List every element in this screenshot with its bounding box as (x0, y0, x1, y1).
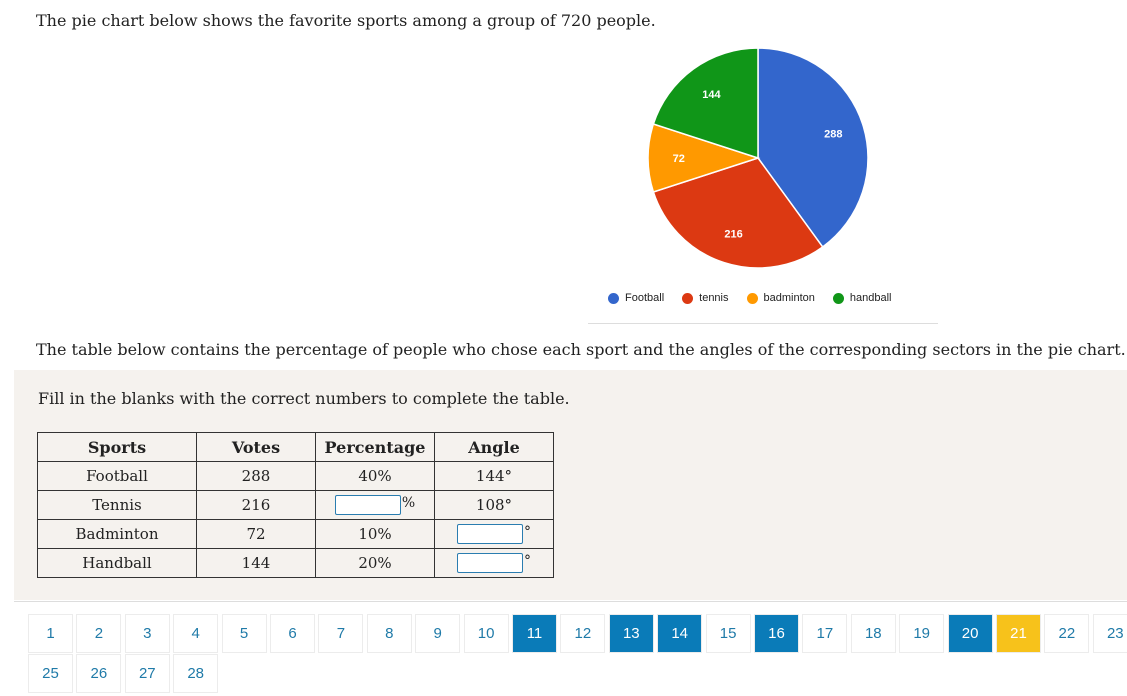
pie-label-football: 288 (824, 129, 842, 141)
percent-suffix: % (401, 495, 416, 511)
pie-chart: 288 216 72 144 (647, 47, 869, 269)
page-button-12[interactable]: 12 (560, 614, 606, 653)
page-button-27[interactable]: 27 (124, 654, 170, 693)
pie-slice-handball (652, 47, 759, 160)
chart-divider (588, 323, 938, 324)
pie-slice-football (757, 47, 869, 249)
header-percentage: Percentage (315, 432, 435, 462)
legend-item-tennis: tennis (682, 292, 729, 304)
page-button-13[interactable]: 13 (608, 614, 654, 653)
cell-percentage: 20% (315, 548, 435, 578)
table-header-row: Sports Votes Percentage Angle (37, 432, 554, 462)
page-button-8[interactable]: 8 (366, 614, 412, 653)
legend-label-handball: handball (849, 292, 892, 304)
cell-votes: 216 (196, 490, 316, 520)
table-intro-text: The table below contains the percentage … (36, 340, 1126, 359)
chart-legend: Football tennis badminton handball (608, 292, 891, 304)
table-row: Handball 144 20% ° (37, 548, 554, 578)
degree-suffix: ° (524, 553, 531, 569)
legend-item-football: Football (608, 292, 664, 304)
legend-dot-football (608, 292, 619, 304)
tennis-percentage-input[interactable] (334, 495, 401, 515)
legend-item-badminton: badminton (746, 292, 815, 304)
cell-angle: ° (434, 519, 554, 549)
handball-angle-input[interactable] (457, 553, 523, 573)
pie-label-badminton: 72 (673, 153, 685, 165)
page-button-26[interactable]: 26 (76, 654, 122, 693)
cell-angle: 144° (434, 461, 554, 491)
page-button-5[interactable]: 5 (221, 614, 267, 653)
page-button-18[interactable]: 18 (850, 614, 896, 653)
page-button-9[interactable]: 9 (415, 614, 461, 653)
page-button-19[interactable]: 19 (899, 614, 945, 653)
cell-votes: 72 (196, 519, 316, 549)
cell-percentage: % (315, 490, 435, 520)
cell-angle: 108° (434, 490, 554, 520)
page-button-15[interactable]: 15 (705, 614, 751, 653)
intro-text: The pie chart below shows the favorite s… (36, 11, 656, 30)
legend-label-football: Football (625, 292, 665, 304)
badminton-angle-input[interactable] (457, 524, 523, 544)
page-button-20[interactable]: 20 (947, 614, 993, 653)
legend-label-tennis: tennis (699, 292, 729, 304)
cell-sport: Football (37, 461, 197, 491)
question-panel: Fill in the blanks with the correct numb… (14, 370, 1127, 600)
table-row: Tennis 216 % 108° (37, 490, 554, 520)
cell-sport: Tennis (37, 490, 197, 520)
header-votes: Votes (196, 432, 316, 462)
page-button-14[interactable]: 14 (657, 614, 703, 653)
cell-percentage: 40% (315, 461, 435, 491)
sports-table: Sports Votes Percentage Angle Football 2… (37, 432, 554, 578)
pie-label-handball: 144 (702, 89, 721, 101)
page-button-21[interactable]: 21 (996, 614, 1041, 653)
page-button-11[interactable]: 11 (512, 614, 557, 653)
page-button-3[interactable]: 3 (124, 614, 170, 653)
page-button-16[interactable]: 16 (754, 614, 799, 653)
page-button-6[interactable]: 6 (270, 614, 315, 653)
legend-dot-handball (832, 292, 844, 304)
header-sports: Sports (37, 432, 197, 462)
page-button-28[interactable]: 28 (173, 654, 219, 693)
pager-divider (14, 601, 1127, 602)
degree-suffix: ° (524, 524, 531, 540)
page-button-17[interactable]: 17 (802, 614, 848, 653)
pie-label-tennis: 216 (724, 228, 742, 240)
legend-dot-tennis (682, 292, 694, 304)
legend-label-badminton: badminton (763, 292, 815, 304)
pie-slice-tennis (652, 157, 824, 269)
page-button-23[interactable]: 23 (1092, 614, 1127, 653)
cell-sport: Badminton (37, 519, 197, 549)
cell-sport: Handball (37, 548, 197, 578)
legend-dot-badminton (746, 292, 758, 304)
page-button-4[interactable]: 4 (173, 614, 219, 653)
page-button-7[interactable]: 7 (318, 614, 364, 653)
page-button-1[interactable]: 1 (28, 614, 73, 653)
legend-item-handball: handball (832, 292, 892, 304)
cell-percentage: 10% (315, 519, 435, 549)
instruction-text: Fill in the blanks with the correct numb… (38, 389, 570, 408)
table-row: Football 288 40% 144° (37, 461, 554, 491)
cell-angle: ° (434, 548, 554, 578)
page-button-22[interactable]: 22 (1044, 614, 1090, 653)
page-button-25[interactable]: 25 (28, 654, 73, 693)
header-angle: Angle (434, 432, 554, 462)
cell-votes: 144 (196, 548, 316, 578)
page-button-10[interactable]: 10 (463, 614, 509, 653)
cell-votes: 288 (196, 461, 316, 491)
table-row: Badminton 72 10% ° (37, 519, 554, 549)
page-button-2[interactable]: 2 (76, 614, 122, 653)
